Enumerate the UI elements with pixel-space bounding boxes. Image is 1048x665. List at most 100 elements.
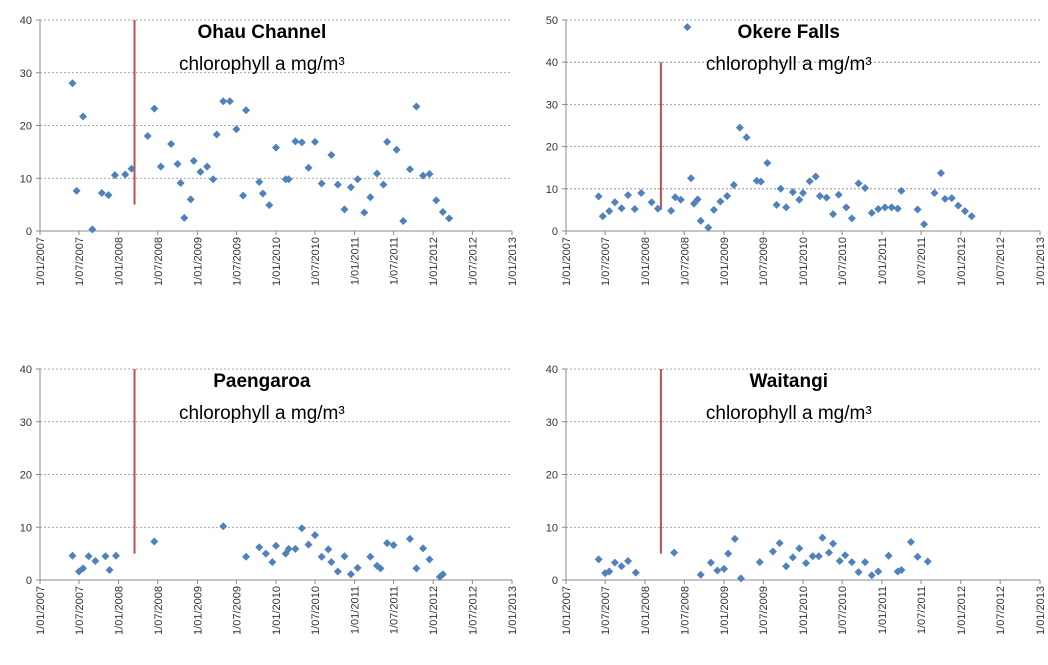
point [696,570,705,579]
point [818,533,827,542]
point [291,137,300,146]
point [954,201,963,210]
x-tick-label: 1/01/2007 [561,237,573,286]
point [79,112,88,121]
point [729,181,738,190]
point [709,205,718,214]
point [874,205,883,214]
point [186,195,195,204]
point [353,175,362,184]
point [438,208,447,217]
x-tick-label: 1/01/2013 [1035,586,1047,635]
point [68,551,77,560]
point [340,552,349,561]
y-tick-label: 10 [546,184,558,196]
point [822,193,831,202]
y-tick-label: 40 [546,364,558,376]
point [913,205,922,214]
y-tick-label: 50 [546,15,558,27]
point [143,132,152,141]
point [906,538,915,547]
point [333,180,342,189]
point [432,196,441,205]
point [212,130,221,139]
chart-subtitle: chlorophyll a mg/m³ [706,54,872,75]
y-tick-label: 20 [546,470,558,482]
point [189,156,198,165]
point [180,213,189,222]
point [930,189,939,198]
point [854,568,863,577]
point [861,183,870,192]
x-tick-label: 1/07/2008 [153,237,165,286]
point [156,162,165,171]
point [724,549,733,558]
chart-subtitle: chlorophyll a mg/m³ [706,403,872,424]
x-tick-label: 1/07/2012 [467,237,479,286]
point [150,537,159,546]
point [847,558,856,567]
point [104,191,113,200]
point [805,177,814,186]
x-tick-label: 1/07/2012 [995,237,1007,286]
point [887,203,896,212]
point [897,565,906,574]
x-tick-label: 1/07/2012 [995,586,1007,635]
x-tick-label: 1/07/2008 [153,586,165,635]
point [419,171,428,180]
point [782,562,791,571]
point [150,104,159,113]
panel: 0 10 20 30 40 50 1/01/2007 1/07/2007 1/01/2008 1/… [546,15,1047,286]
x-tick-label: 1/01/2007 [561,586,573,635]
point [624,191,633,200]
x-tick-label: 1/07/2012 [467,586,479,635]
chart-title: Waitangi [750,371,828,392]
point [324,545,333,554]
x-tick-label: 1/01/2009 [192,586,204,635]
x-tick-label: 1/01/2007 [35,586,47,635]
point [936,169,945,178]
panel: 0 10 20 30 40 1/01/2007 1/07/2007 1/01/2008 1/07… [20,364,519,635]
x-tick-label: 1/01/2008 [114,237,126,286]
point [242,106,251,115]
point [835,557,844,566]
point [782,203,791,212]
point [209,175,218,184]
y-tick-label: 10 [20,173,32,185]
x-tick-label: 1/01/2013 [1035,237,1047,286]
x-tick-label: 1/01/2009 [719,586,731,635]
point [203,162,212,171]
point [834,190,843,199]
point [802,559,811,568]
point [327,151,336,160]
point [438,570,447,579]
point [594,192,603,201]
point [772,200,781,209]
point [598,212,607,221]
y-tick-label: 10 [20,522,32,534]
x-tick-label: 1/01/2012 [956,586,968,635]
point [824,548,833,557]
point [91,557,100,566]
x-tick-label: 1/07/2010 [837,237,849,286]
point [617,204,626,213]
x-tick-label: 1/07/2011 [916,586,928,634]
point [788,553,797,562]
point [412,564,421,573]
x-tick-label: 1/01/2012 [956,237,968,286]
point [317,552,326,561]
point [947,194,956,203]
point [880,203,889,212]
chart-title: Paengaroa [213,371,311,392]
point [353,563,362,572]
point [960,207,969,216]
point [676,195,685,204]
point [258,189,267,198]
x-tick-label: 1/07/2007 [74,237,86,286]
point [630,205,639,214]
point [605,567,614,576]
point [346,570,355,579]
chart-title: Okere Falls [738,22,840,43]
y-tick-label: 0 [26,226,32,238]
y-tick-label: 30 [546,99,558,111]
